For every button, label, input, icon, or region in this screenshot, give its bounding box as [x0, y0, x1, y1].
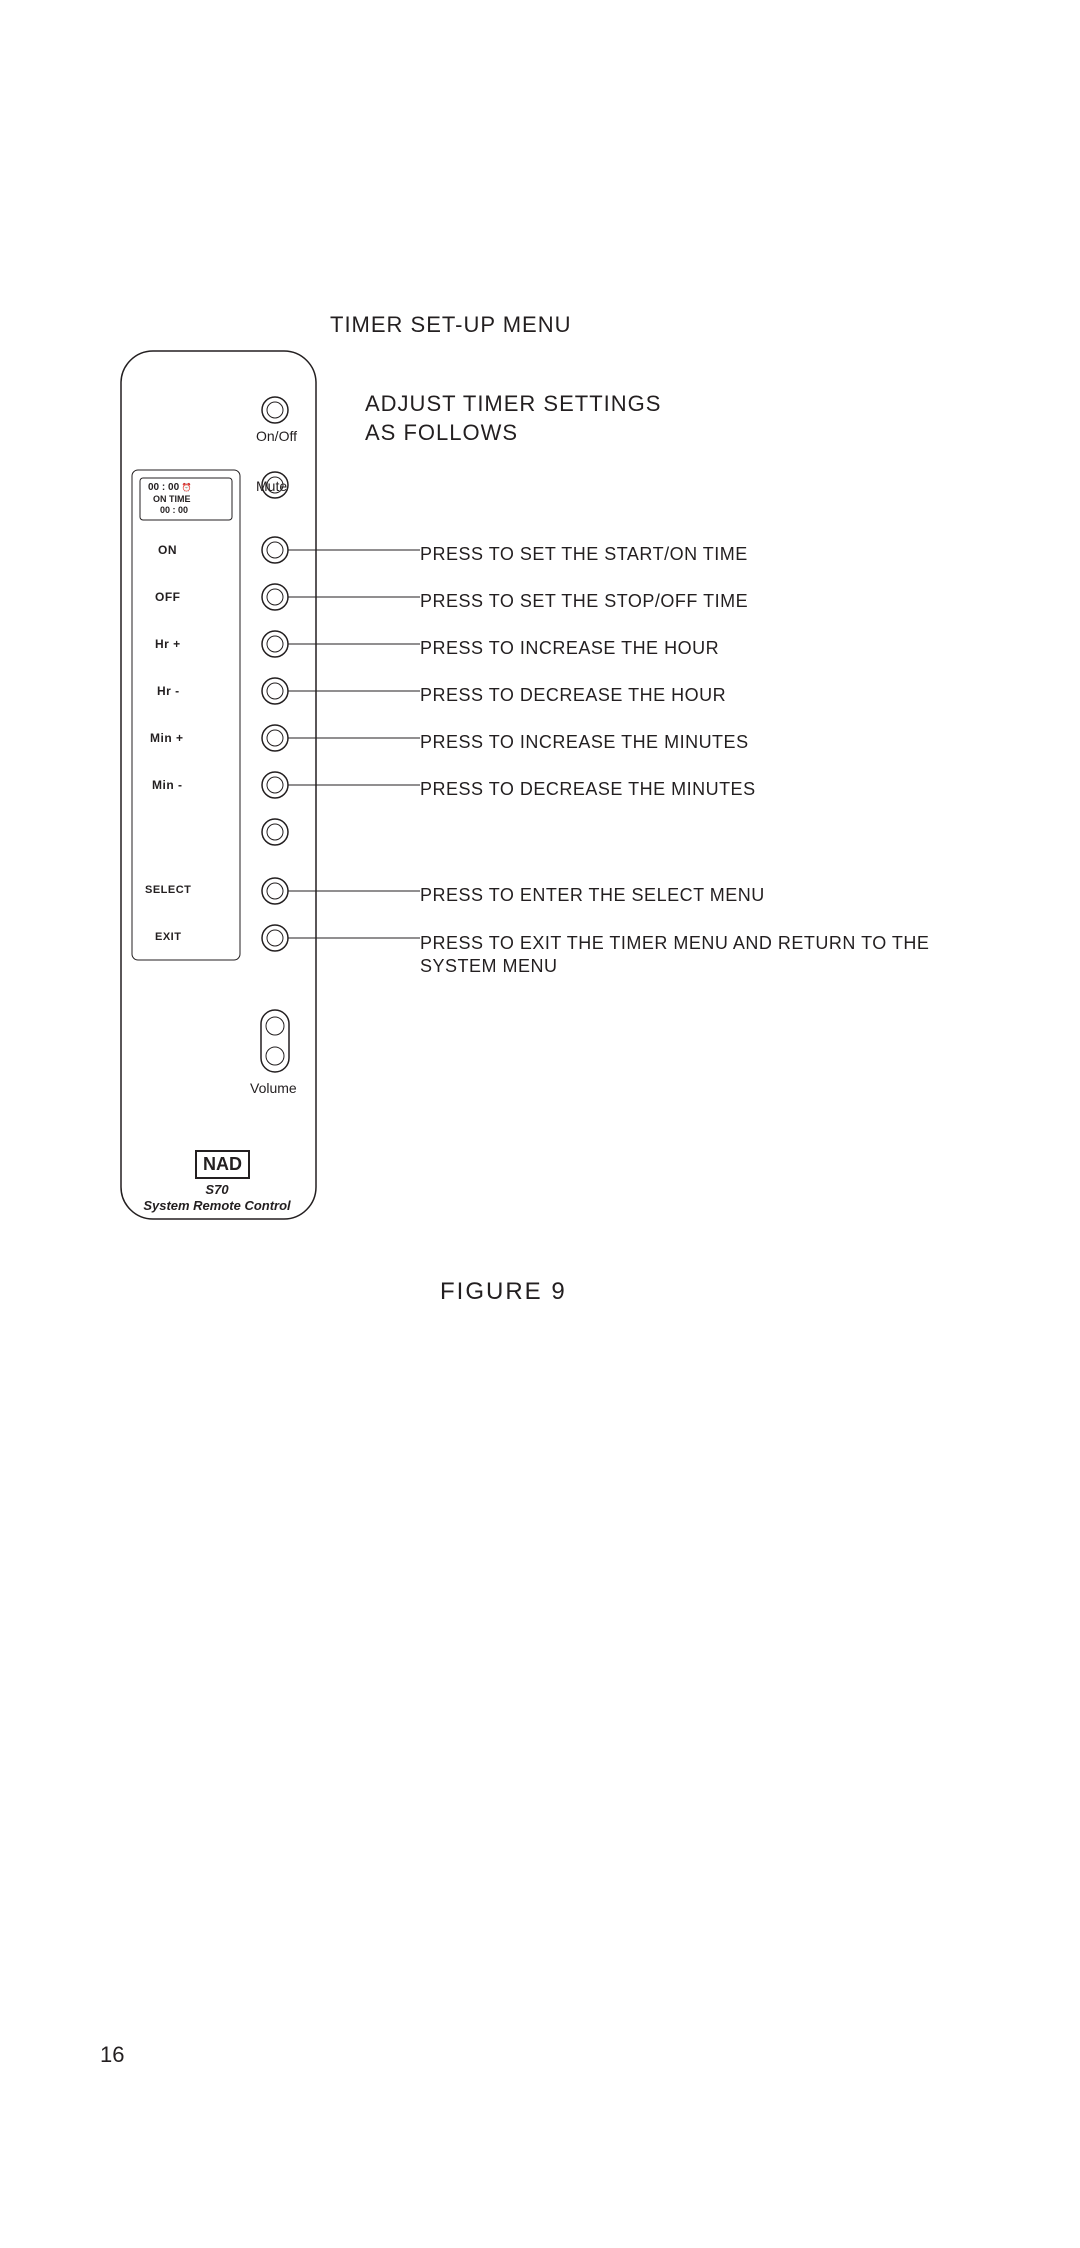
mute-label: Mute [256, 478, 287, 494]
display-ontime-value: 00 : 00 [160, 505, 188, 515]
page-title: TIMER SET-UP MENU [330, 312, 572, 338]
btn-label-min-dn: Min - [152, 778, 183, 792]
btn-label-exit: EXIT [155, 931, 181, 943]
btn-label-hr-up: Hr + [155, 637, 181, 651]
display-clock: 00 : 00 ⏰ [148, 482, 192, 493]
page-number: 16 [100, 2042, 124, 2068]
clock-value: 00 : 00 [148, 482, 179, 493]
btn-label-select: SELECT [145, 884, 191, 896]
btn-label-hr-dn: Hr - [157, 684, 180, 698]
btn-label-off: OFF [155, 590, 181, 604]
display-ontime-label: ON TIME [153, 494, 191, 504]
btn-label-on: ON [158, 543, 177, 557]
onoff-label: On/Off [256, 428, 297, 444]
volume-label: Volume [250, 1080, 297, 1096]
model-line: S70 [117, 1182, 317, 1197]
brand-badge: NAD [195, 1150, 250, 1179]
btn-label-min-up: Min + [150, 731, 184, 745]
figure-label: FIGURE 9 [440, 1278, 567, 1306]
remote-control-diagram [120, 350, 720, 1230]
model-sub: System Remote Control [117, 1198, 317, 1213]
